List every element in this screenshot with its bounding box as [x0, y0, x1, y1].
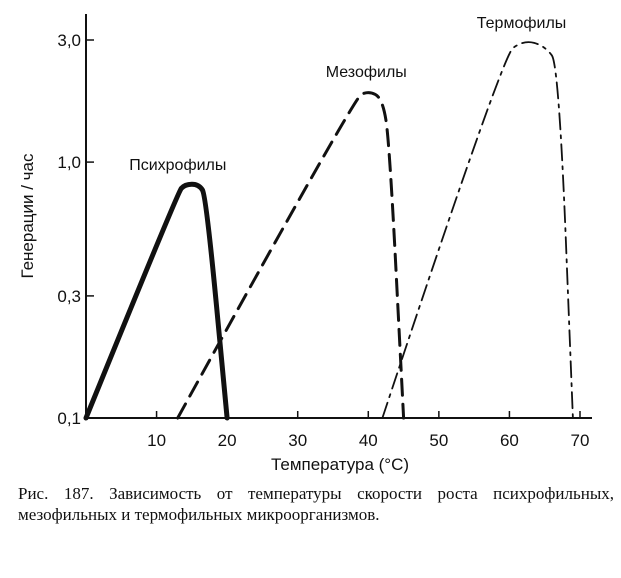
x-tick-label: 50 [429, 431, 448, 450]
y-tick-label: 3,0 [57, 31, 81, 50]
y-ticks: 0,1 0,3 1,0 3,0 [57, 31, 94, 428]
series-labels: Психрофилы Мезофилы Термофилы [129, 15, 566, 174]
y-axis-title: Генерации / час [18, 153, 37, 278]
series-line-2 [176, 91, 406, 420]
x-tick-label: 60 [500, 431, 519, 450]
axes [85, 14, 592, 419]
series-line-3 [381, 41, 574, 419]
series-group [83, 41, 574, 421]
series-label-1: Психрофилы [129, 157, 226, 174]
y-tick-label: 0,3 [57, 287, 81, 306]
series-line-1 [83, 181, 230, 421]
x-tick-label: 10 [147, 431, 166, 450]
y-tick-label: 0,1 [57, 409, 81, 428]
x-tick-label: 70 [571, 431, 590, 450]
x-tick-label: 20 [218, 431, 237, 450]
x-tick-label: 40 [359, 431, 378, 450]
series-label-3: Термофилы [477, 15, 567, 32]
figure-caption: Рис. 187. Зависимость от температуры ско… [18, 484, 614, 524]
y-tick-label: 1,0 [57, 153, 81, 172]
series-label-2: Мезофилы [326, 64, 407, 81]
x-ticks: 10 20 30 40 50 60 70 [147, 411, 589, 450]
x-axis-title: Температура (°C) [271, 455, 409, 474]
x-tick-label: 30 [288, 431, 307, 450]
